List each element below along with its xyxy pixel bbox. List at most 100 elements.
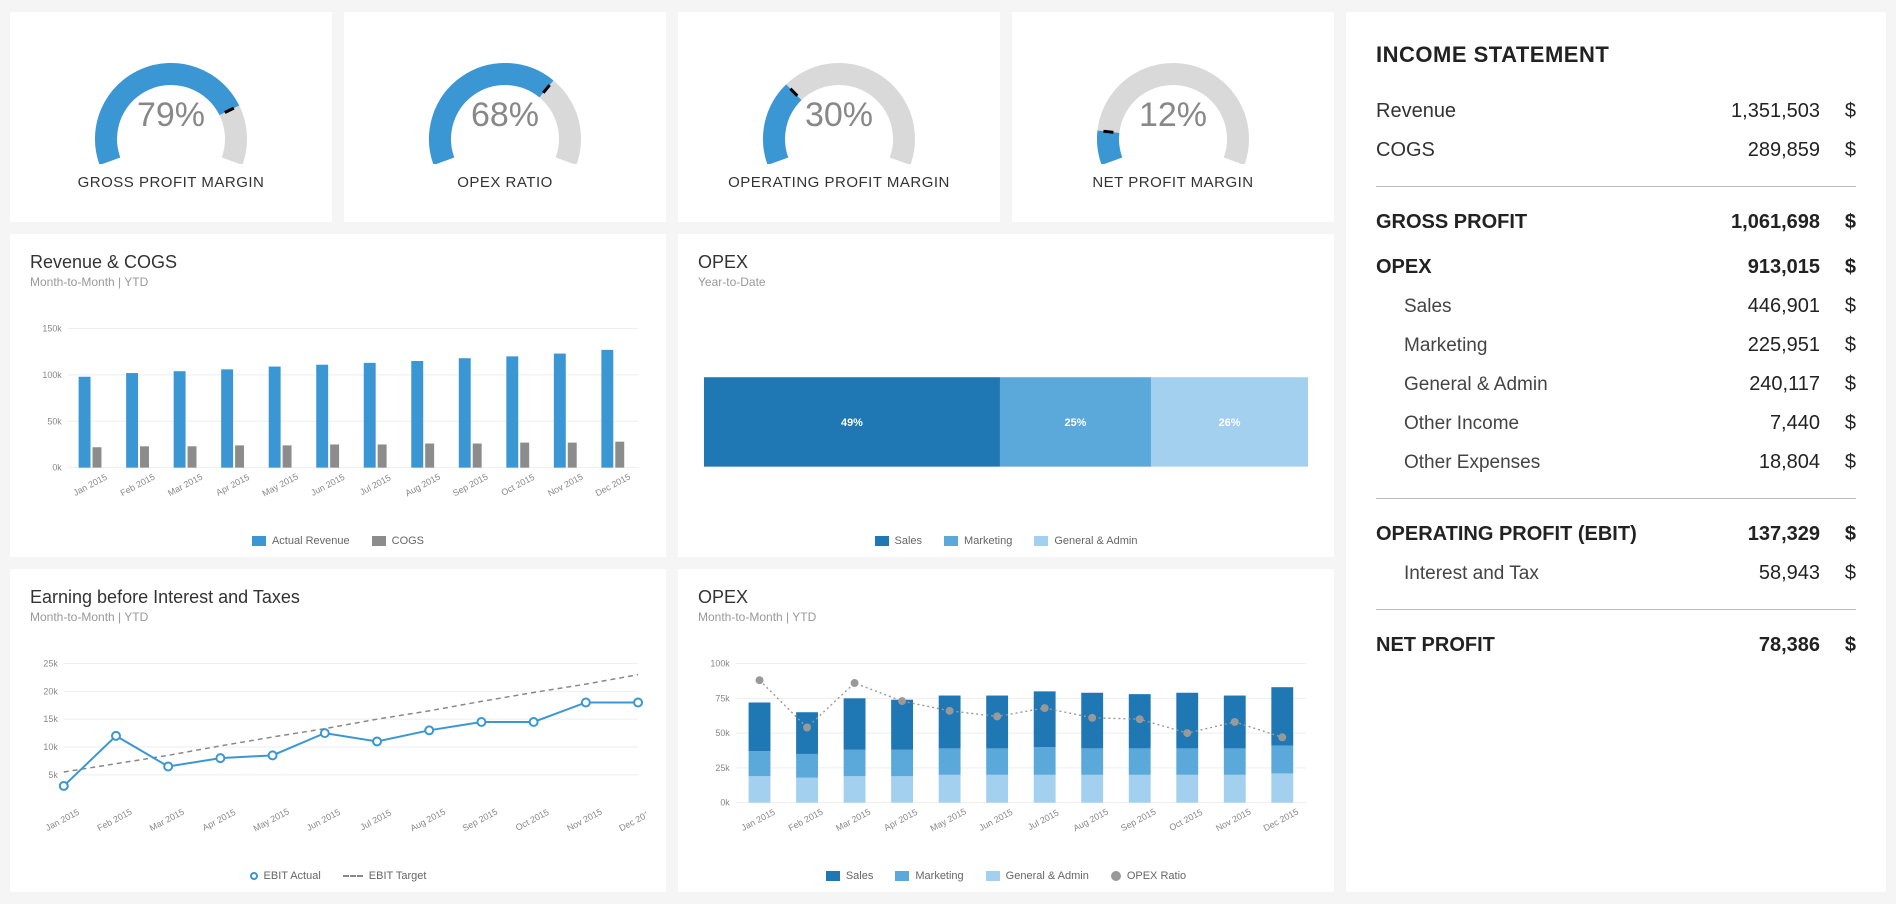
legend-label: General & Admin (1054, 535, 1137, 547)
income-statement-value: 240,117 (1690, 373, 1820, 396)
legend-item: OPEX Ratio (1111, 870, 1186, 882)
gauge-label: NET PROFIT MARGIN (1092, 174, 1253, 191)
revenue-cogs-card: Revenue & COGS Month-to-Month | YTD 0k50… (10, 234, 666, 557)
svg-text:Jan 2015: Jan 2015 (44, 807, 81, 833)
svg-text:150k: 150k (42, 324, 62, 334)
income-statement-value: 58,943 (1690, 562, 1820, 585)
svg-text:Jun 2015: Jun 2015 (305, 807, 342, 833)
opex-ytd-title: OPEX (698, 252, 1314, 273)
svg-text:May 2015: May 2015 (252, 806, 291, 833)
svg-text:Oct 2015: Oct 2015 (499, 472, 536, 498)
income-statement-label: NET PROFIT (1376, 634, 1690, 657)
svg-text:Dec 2015: Dec 2015 (617, 806, 646, 833)
income-statement-row: NET PROFIT78,386$ (1376, 626, 1856, 665)
svg-text:Oct 2015: Oct 2015 (514, 807, 551, 833)
opex-mtm-card: OPEX Month-to-Month | YTD 0k25k50k75k100… (678, 569, 1334, 892)
svg-text:100k: 100k (710, 659, 730, 669)
svg-text:26%: 26% (1219, 417, 1241, 429)
opex-mtm-title: OPEX (698, 587, 1314, 608)
gauge-card: 68% OPEX RATIO (344, 12, 666, 222)
gauge-svg-wrap: 68% (420, 44, 590, 164)
income-statement-row: General & Admin240,117$ (1376, 365, 1856, 404)
income-statement-value: 7,440 (1690, 412, 1820, 435)
legend-label: Sales (846, 870, 874, 882)
gauge-svg-wrap: 79% (86, 44, 256, 164)
svg-text:Mar 2015: Mar 2015 (148, 807, 186, 834)
svg-text:May 2015: May 2015 (261, 471, 300, 498)
income-statement-label: OPEX (1376, 256, 1690, 279)
gauge-label: OPEX RATIO (457, 174, 553, 191)
legend-label: Marketing (964, 535, 1012, 547)
opex-ytd-card: OPEX Year-to-Date 49%25%26% Sales Market… (678, 234, 1334, 557)
legend-label: Marketing (915, 870, 963, 882)
svg-text:15k: 15k (43, 714, 58, 724)
income-statement-row: OPERATING PROFIT (EBIT)137,329$ (1376, 515, 1856, 554)
svg-text:Feb 2015: Feb 2015 (787, 807, 825, 834)
opex-ytd-subtitle: Year-to-Date (698, 275, 1314, 289)
income-statement-currency: $ (1830, 334, 1856, 357)
svg-text:Apr 2015: Apr 2015 (214, 472, 251, 498)
svg-text:Jan 2015: Jan 2015 (72, 472, 109, 498)
legend-label: EBIT Target (369, 870, 427, 882)
legend-item: Actual Revenue (252, 535, 350, 547)
svg-text:Sep 2015: Sep 2015 (1119, 806, 1158, 833)
svg-text:Feb 2015: Feb 2015 (119, 472, 157, 499)
legend-label: Actual Revenue (272, 535, 350, 547)
svg-text:Apr 2015: Apr 2015 (882, 807, 919, 833)
svg-text:100k: 100k (42, 370, 62, 380)
income-statement-row: GROSS PROFIT1,061,698$ (1376, 203, 1856, 242)
opex-mtm-subtitle: Month-to-Month | YTD (698, 610, 1314, 624)
income-statement-currency: $ (1830, 562, 1856, 585)
revenue-cogs-chart: 0k50k100k150kJan 2015Feb 2015Mar 2015Apr… (30, 295, 646, 529)
svg-text:Feb 2015: Feb 2015 (96, 807, 134, 834)
svg-text:Jun 2015: Jun 2015 (309, 472, 346, 498)
legend-label: General & Admin (1006, 870, 1089, 882)
svg-text:Mar 2015: Mar 2015 (166, 472, 204, 499)
income-statement-value: 446,901 (1690, 295, 1820, 318)
svg-text:10k: 10k (43, 742, 58, 752)
svg-text:Nov 2015: Nov 2015 (1214, 806, 1253, 833)
income-statement-value: 1,061,698 (1690, 211, 1820, 234)
income-statement-currency: $ (1830, 256, 1856, 279)
svg-text:Oct 2015: Oct 2015 (1167, 807, 1204, 833)
income-statement-value: 78,386 (1690, 634, 1820, 657)
income-statement-row: Interest and Tax58,943 $ (1376, 554, 1856, 593)
income-statement-currency: $ (1830, 412, 1856, 435)
svg-text:Mar 2015: Mar 2015 (834, 807, 872, 834)
income-statement-value: 18,804 (1690, 451, 1820, 474)
income-statement-divider (1376, 498, 1856, 499)
gauge-card: 12% NET PROFIT MARGIN (1012, 12, 1334, 222)
income-statement-panel: INCOME STATEMENT Revenue1,351,503$COGS28… (1346, 12, 1886, 892)
income-statement-currency: $ (1830, 451, 1856, 474)
svg-text:Apr 2015: Apr 2015 (201, 807, 238, 833)
svg-text:0k: 0k (52, 463, 62, 473)
income-statement-currency: $ (1830, 211, 1856, 234)
gauge-value: 12% (1088, 96, 1258, 135)
revenue-cogs-title: Revenue & COGS (30, 252, 646, 273)
legend-item: Sales (826, 870, 874, 882)
legend-item: EBIT Target (343, 870, 427, 882)
income-statement-currency: $ (1830, 523, 1856, 546)
chart-row-1: Revenue & COGS Month-to-Month | YTD 0k50… (10, 234, 1334, 557)
gauge-svg-wrap: 30% (754, 44, 924, 164)
svg-text:May 2015: May 2015 (929, 806, 968, 833)
income-statement-rows: Revenue1,351,503$COGS289,859$GROSS PROFI… (1376, 92, 1856, 665)
income-statement-divider (1376, 186, 1856, 187)
svg-text:5k: 5k (48, 770, 58, 780)
opex-ytd-chart: 49%25%26% (698, 295, 1314, 529)
svg-text:Jul 2015: Jul 2015 (358, 808, 393, 833)
legend-item: EBIT Actual (250, 870, 321, 882)
income-statement-row: OPEX913,015$ (1376, 248, 1856, 287)
income-statement-row: Other Expenses18,804$ (1376, 443, 1856, 482)
income-statement-value: 1,351,503 (1690, 100, 1820, 123)
ebit-title: Earning before Interest and Taxes (30, 587, 646, 608)
income-statement-label: Revenue (1376, 100, 1690, 123)
legend-item: Sales (875, 535, 923, 547)
svg-text:Jul 2015: Jul 2015 (358, 473, 393, 498)
svg-text:25k: 25k (43, 659, 58, 669)
opex-ytd-legend: Sales Marketing General & Admin (698, 529, 1314, 549)
income-statement-label: Interest and Tax (1376, 563, 1690, 585)
svg-text:Jan 2015: Jan 2015 (740, 807, 777, 833)
legend-label: EBIT Actual (264, 870, 321, 882)
income-statement-value: 137,329 (1690, 523, 1820, 546)
